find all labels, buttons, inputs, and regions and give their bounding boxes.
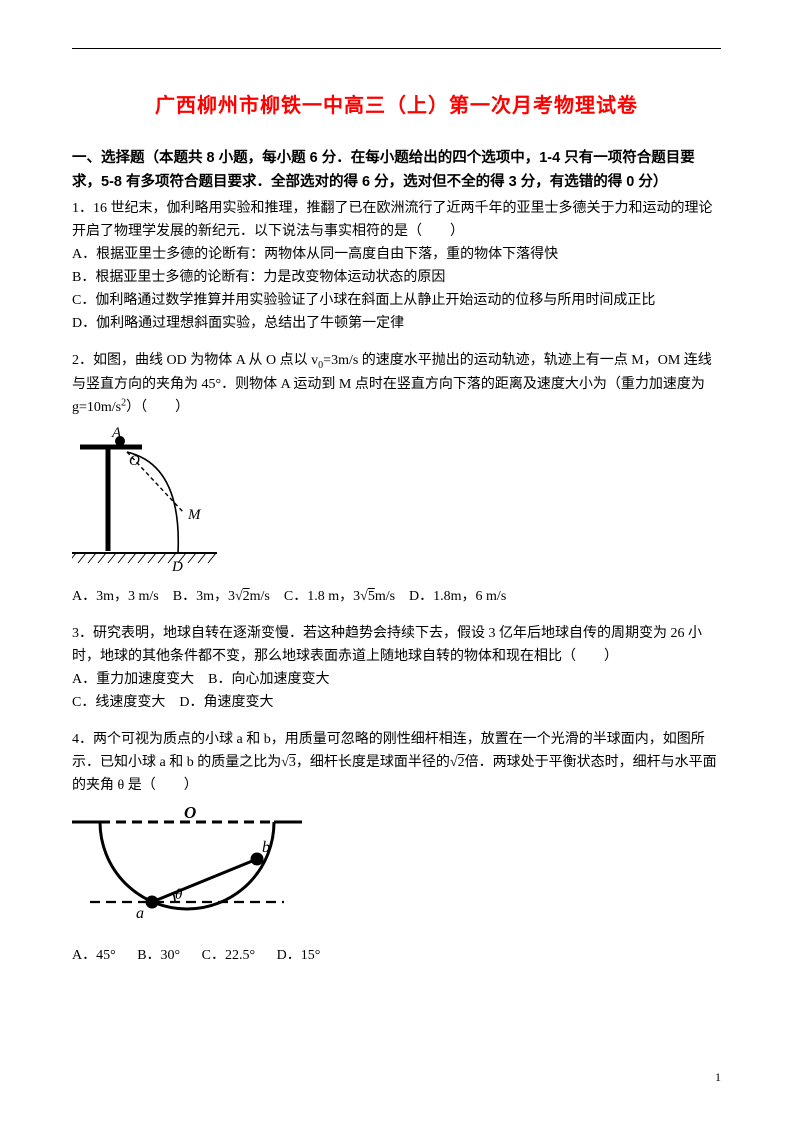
question-1: 1．16 世纪末，伽利略用实验和推理，推翻了已在欧洲流行了近两千年的亚里士多德关… bbox=[72, 197, 721, 336]
q4-options: A．45° B．30° C．22.5° D．15° bbox=[72, 944, 721, 967]
q3-row1: A．重力加速度变大 B．向心加速度变大 bbox=[72, 668, 721, 691]
q2-optc-rad: 5 bbox=[368, 589, 375, 604]
q2-options: A．3m，3 m/s B．3m，3√2m/s C．1.8 m，3√5m/s D．… bbox=[72, 585, 721, 608]
sqrt-icon: √ bbox=[281, 755, 289, 770]
question-4: 4．两个可视为质点的小球 a 和 b，用质量可忽略的刚性细杆相连，放置在一个光滑… bbox=[72, 728, 721, 966]
section-1-heading: 一、选择题（本题共 8 小题，每小题 6 分．在每小题给出的四个选项中，1-4 … bbox=[72, 147, 721, 195]
q2-option-a: A．3m，3 m/s bbox=[72, 589, 159, 604]
q3-row2: C．线速度变大 D．角速度变大 bbox=[72, 691, 721, 714]
q4-label-theta: θ bbox=[175, 887, 183, 903]
q2-label-d: D bbox=[171, 559, 183, 575]
q1-stem: 1．16 世纪末，伽利略用实验和推理，推翻了已在欧洲流行了近两千年的亚里士多德关… bbox=[72, 197, 721, 243]
q4-stem: 4．两个可视为质点的小球 a 和 b，用质量可忽略的刚性细杆相连，放置在一个光滑… bbox=[72, 728, 721, 797]
q2-option-d: D．1.8m，6 m/s bbox=[409, 589, 506, 604]
q4-rad1: 3 bbox=[289, 755, 296, 770]
q4-figure: O a b θ bbox=[72, 804, 721, 942]
q4-label-b: b bbox=[262, 839, 270, 856]
q2-optb-rad: 2 bbox=[243, 589, 250, 604]
q2-option-c-b: m/s bbox=[375, 589, 395, 604]
page-number: 1 bbox=[715, 1068, 721, 1088]
sqrt-icon: √ bbox=[450, 755, 458, 770]
q3-stem: 3．研究表明，地球自转在逐渐变慢．若这种趋势会持续下去，假设 3 亿年后地球自传… bbox=[72, 622, 721, 668]
sqrt-icon: √ bbox=[360, 589, 368, 604]
q3-option-d: D．角速度变大 bbox=[179, 695, 273, 710]
q2-stem-c: ）（ ） bbox=[126, 400, 189, 415]
q3-option-b: B．向心加速度变大 bbox=[208, 672, 329, 687]
q3-option-c: C．线速度变大 bbox=[72, 695, 165, 710]
q2-option-c-a: C．1.8 m，3 bbox=[284, 589, 360, 604]
q4-option-c: C．22.5° bbox=[202, 948, 255, 963]
q2-stem: 2．如图，曲线 OD 为物体 A 从 O 点以 v0=3m/s 的速度水平抛出的… bbox=[72, 349, 721, 418]
q1-option-b: B．根据亚里士多德的论断有：力是改变物体运动状态的原因 bbox=[72, 266, 721, 289]
q2-svg: A O M D bbox=[72, 425, 217, 575]
q2-figure: A O M D bbox=[72, 425, 721, 583]
q4-label-a: a bbox=[136, 905, 144, 922]
question-3: 3．研究表明，地球自转在逐渐变慢．若这种趋势会持续下去，假设 3 亿年后地球自传… bbox=[72, 622, 721, 714]
q2-label-o: O bbox=[129, 453, 140, 469]
q2-stem-a: 2．如图，曲线 OD 为物体 A 从 O 点以 v bbox=[72, 353, 318, 368]
q1-option-d: D．伽利略通过理想斜面实验，总结出了牛顿第一定律 bbox=[72, 312, 721, 335]
q2-label-m: M bbox=[187, 507, 202, 523]
q1-option-c: C．伽利略通过数学推算并用实验验证了小球在斜面上从静止开始运动的位移与所用时间成… bbox=[72, 289, 721, 312]
q4-label-o: O bbox=[184, 804, 196, 822]
q1-option-a: A．根据亚里士多德的论断有：两物体从同一高度自由下落，重的物体下落得快 bbox=[72, 243, 721, 266]
q4-option-b: B．30° bbox=[137, 948, 180, 963]
top-rule bbox=[72, 48, 721, 49]
q2-option-b-b: m/s bbox=[250, 589, 270, 604]
page-title: 广西柳州市柳铁一中高三（上）第一次月考物理试卷 bbox=[72, 90, 721, 123]
q4-svg: O a b θ bbox=[72, 804, 302, 934]
q4-option-d: D．15° bbox=[277, 948, 321, 963]
q2-option-b-a: B．3m，3 bbox=[173, 589, 235, 604]
q4-rad2: 2 bbox=[458, 755, 465, 770]
q4-stem-b: ，细杆长度是球面半径的 bbox=[296, 755, 450, 770]
q4-option-a: A．45° bbox=[72, 948, 116, 963]
q3-option-a: A．重力加速度变大 bbox=[72, 672, 194, 687]
q2-label-a: A bbox=[111, 425, 122, 441]
sqrt-icon: √ bbox=[235, 589, 243, 604]
question-2: 2．如图，曲线 OD 为物体 A 从 O 点以 v0=3m/s 的速度水平抛出的… bbox=[72, 349, 721, 607]
